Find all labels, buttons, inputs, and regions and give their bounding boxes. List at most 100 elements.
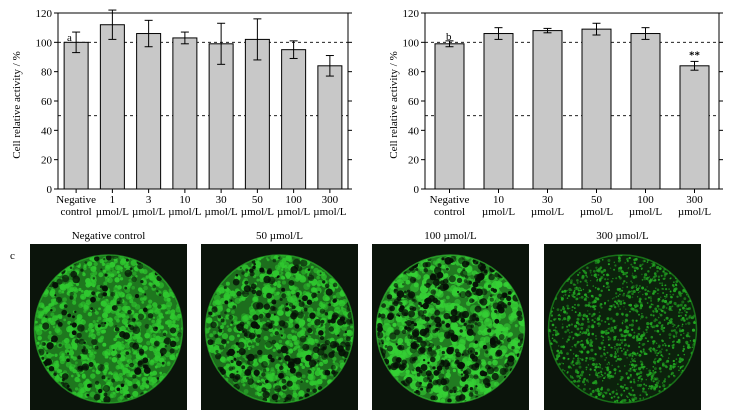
cell-speckle (656, 265, 660, 270)
dark-gap (91, 309, 96, 313)
cell-speckle (639, 397, 642, 400)
cell-speckle (593, 368, 597, 372)
cell-speckle (272, 286, 277, 291)
cell-speckle (346, 330, 351, 336)
cell-speckle (263, 335, 269, 341)
cell-speckle (58, 289, 62, 293)
dark-gap (309, 312, 316, 319)
cell-speckle (573, 353, 575, 355)
cell-speckle (574, 380, 576, 382)
cell-speckle (115, 344, 122, 351)
cell-speckle (288, 258, 293, 263)
dark-gap (420, 387, 424, 391)
cell-speckle (567, 357, 570, 360)
cell-speckle (638, 297, 642, 301)
dark-gap (44, 359, 51, 366)
cell-speckle (598, 363, 600, 365)
cell-speckle (341, 324, 347, 331)
cell-speckle (586, 266, 589, 269)
dark-gap (380, 313, 386, 319)
dark-gap (215, 349, 219, 354)
cell-speckle (650, 297, 652, 300)
cell-speckle (233, 353, 238, 358)
dark-gap (487, 366, 492, 370)
cell-speckle (587, 364, 590, 366)
dark-gap (271, 299, 277, 305)
cell-speckle (458, 339, 466, 347)
cell-speckle (605, 357, 607, 359)
cell-speckle (610, 396, 613, 399)
dark-gap (474, 273, 481, 281)
dark-gap (307, 369, 312, 374)
dark-gap (263, 303, 271, 310)
dark-gap (164, 344, 168, 348)
cell-speckle (571, 346, 573, 348)
cell-speckle (155, 281, 161, 287)
dark-gap (436, 365, 443, 371)
cell-speckle (586, 281, 588, 284)
cell-speckle (226, 325, 229, 328)
cell-speckle (85, 329, 88, 333)
cell-speckle (669, 290, 672, 293)
dark-gap (45, 315, 48, 319)
dark-gap (230, 299, 233, 302)
dark-gap (249, 271, 255, 277)
dark-gap (66, 384, 70, 388)
cell-speckle (152, 348, 158, 354)
dark-gap (447, 398, 452, 403)
cell-speckle (451, 289, 458, 296)
cell-speckle (664, 297, 666, 299)
cell-speckle (487, 348, 493, 354)
cell-speckle (665, 316, 669, 320)
cell-speckle (88, 331, 94, 337)
cell-speckle (673, 324, 676, 327)
dark-gap (324, 339, 331, 346)
dark-gap (317, 359, 320, 363)
cell-speckle (249, 309, 256, 316)
dark-gap (324, 283, 330, 289)
cell-speckle (685, 334, 689, 338)
cell-speckle (591, 363, 594, 366)
cell-speckle (74, 387, 79, 391)
cell-speckle (663, 326, 666, 329)
dark-gap (97, 324, 101, 328)
cell-speckle (652, 370, 655, 372)
dark-gap (426, 324, 431, 329)
cell-speckle (595, 363, 598, 366)
cell-speckle (383, 338, 390, 345)
dark-gap (461, 260, 469, 268)
bar (532, 30, 563, 190)
cell-speckle (600, 354, 603, 358)
cell-speckle (627, 267, 630, 270)
dark-gap (262, 391, 270, 399)
dark-gap (250, 283, 257, 290)
cell-speckle (553, 339, 556, 342)
cell-speckle (88, 322, 93, 327)
cell-speckle (256, 362, 259, 366)
cell-speckle (636, 383, 640, 387)
dark-gap (324, 312, 329, 316)
x-tick-label: 300 (322, 194, 339, 206)
dark-gap (484, 382, 490, 389)
cell-speckle (597, 287, 600, 291)
cell-speckle (631, 319, 635, 322)
cell-speckle (592, 285, 595, 287)
cell-speckle (654, 371, 657, 374)
cell-speckle (572, 283, 576, 286)
cell-speckle (633, 269, 637, 272)
dark-gap (258, 313, 264, 319)
dark-gap (395, 285, 399, 289)
cell-speckle (631, 358, 633, 361)
cell-speckle (562, 363, 564, 365)
dark-gap (422, 358, 426, 362)
dark-gap (345, 341, 351, 347)
cell-speckle (625, 313, 629, 317)
cell-speckle (617, 365, 620, 368)
cell-speckle (103, 317, 108, 322)
cell-speckle (61, 353, 65, 357)
dark-gap (41, 341, 46, 347)
x-tick-label: Negative (56, 194, 96, 206)
cell-speckle (558, 362, 561, 366)
cell-speckle (661, 348, 663, 350)
cell-speckle (579, 357, 582, 360)
